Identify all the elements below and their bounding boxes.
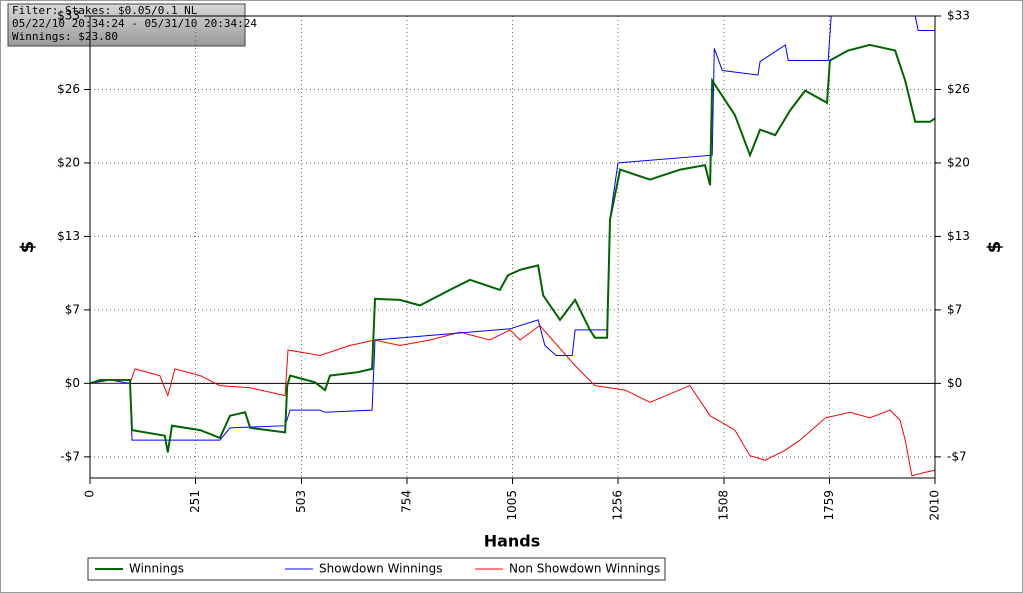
x-tick-label: 1759: [822, 490, 836, 521]
y-tick-label: $13: [57, 229, 80, 243]
y2-tick-label: $0: [947, 376, 962, 390]
x-tick-label: 2010: [928, 490, 942, 521]
x-tick-label: 1508: [716, 490, 730, 521]
y2-tick-label: -$7: [947, 449, 967, 463]
legend-label: Non Showdown Winnings: [509, 562, 660, 576]
y2-tick-label: $33: [947, 9, 970, 23]
x-tick-label: 0: [83, 490, 97, 498]
y-tick-label: $7: [65, 302, 80, 316]
y-tick-label: $33: [57, 9, 80, 23]
x-tick-label: 754: [399, 490, 413, 513]
x-tick-label: 1256: [611, 490, 625, 521]
legend-box: [87, 557, 666, 581]
y2-tick-label: $20: [947, 155, 970, 169]
y-tick-label: $0: [65, 376, 80, 390]
y-axis-label: $: [17, 241, 38, 254]
y2-tick-label: $13: [947, 229, 970, 243]
filter-text: 05/22/10 20:34:24 - 05/31/10 20:34:24: [12, 17, 257, 30]
x-tick-label: 503: [294, 490, 308, 513]
plot-border: [89, 15, 936, 479]
y-tick-label: -$7: [60, 449, 80, 463]
filter-box: [7, 3, 246, 47]
y2-axis-label: $: [984, 241, 1005, 254]
x-tick-label: 1005: [505, 490, 519, 521]
y2-tick-label: $26: [947, 82, 970, 96]
filter-text: Filter: Stakes: $0.05/0.1 NL: [12, 4, 198, 17]
legend-label: Winnings: [129, 562, 184, 576]
series-line: [89, 43, 936, 453]
x-axis-label: Hands: [484, 532, 541, 551]
y2-tick-label: $7: [947, 302, 962, 316]
legend-label: Showdown Winnings: [319, 562, 443, 576]
series-line: [89, 15, 935, 441]
filter-text: Winnings: $23.80: [12, 30, 118, 43]
y-tick-label: $26: [57, 82, 80, 96]
x-tick-label: 251: [188, 490, 202, 513]
y-tick-label: $20: [57, 155, 80, 169]
